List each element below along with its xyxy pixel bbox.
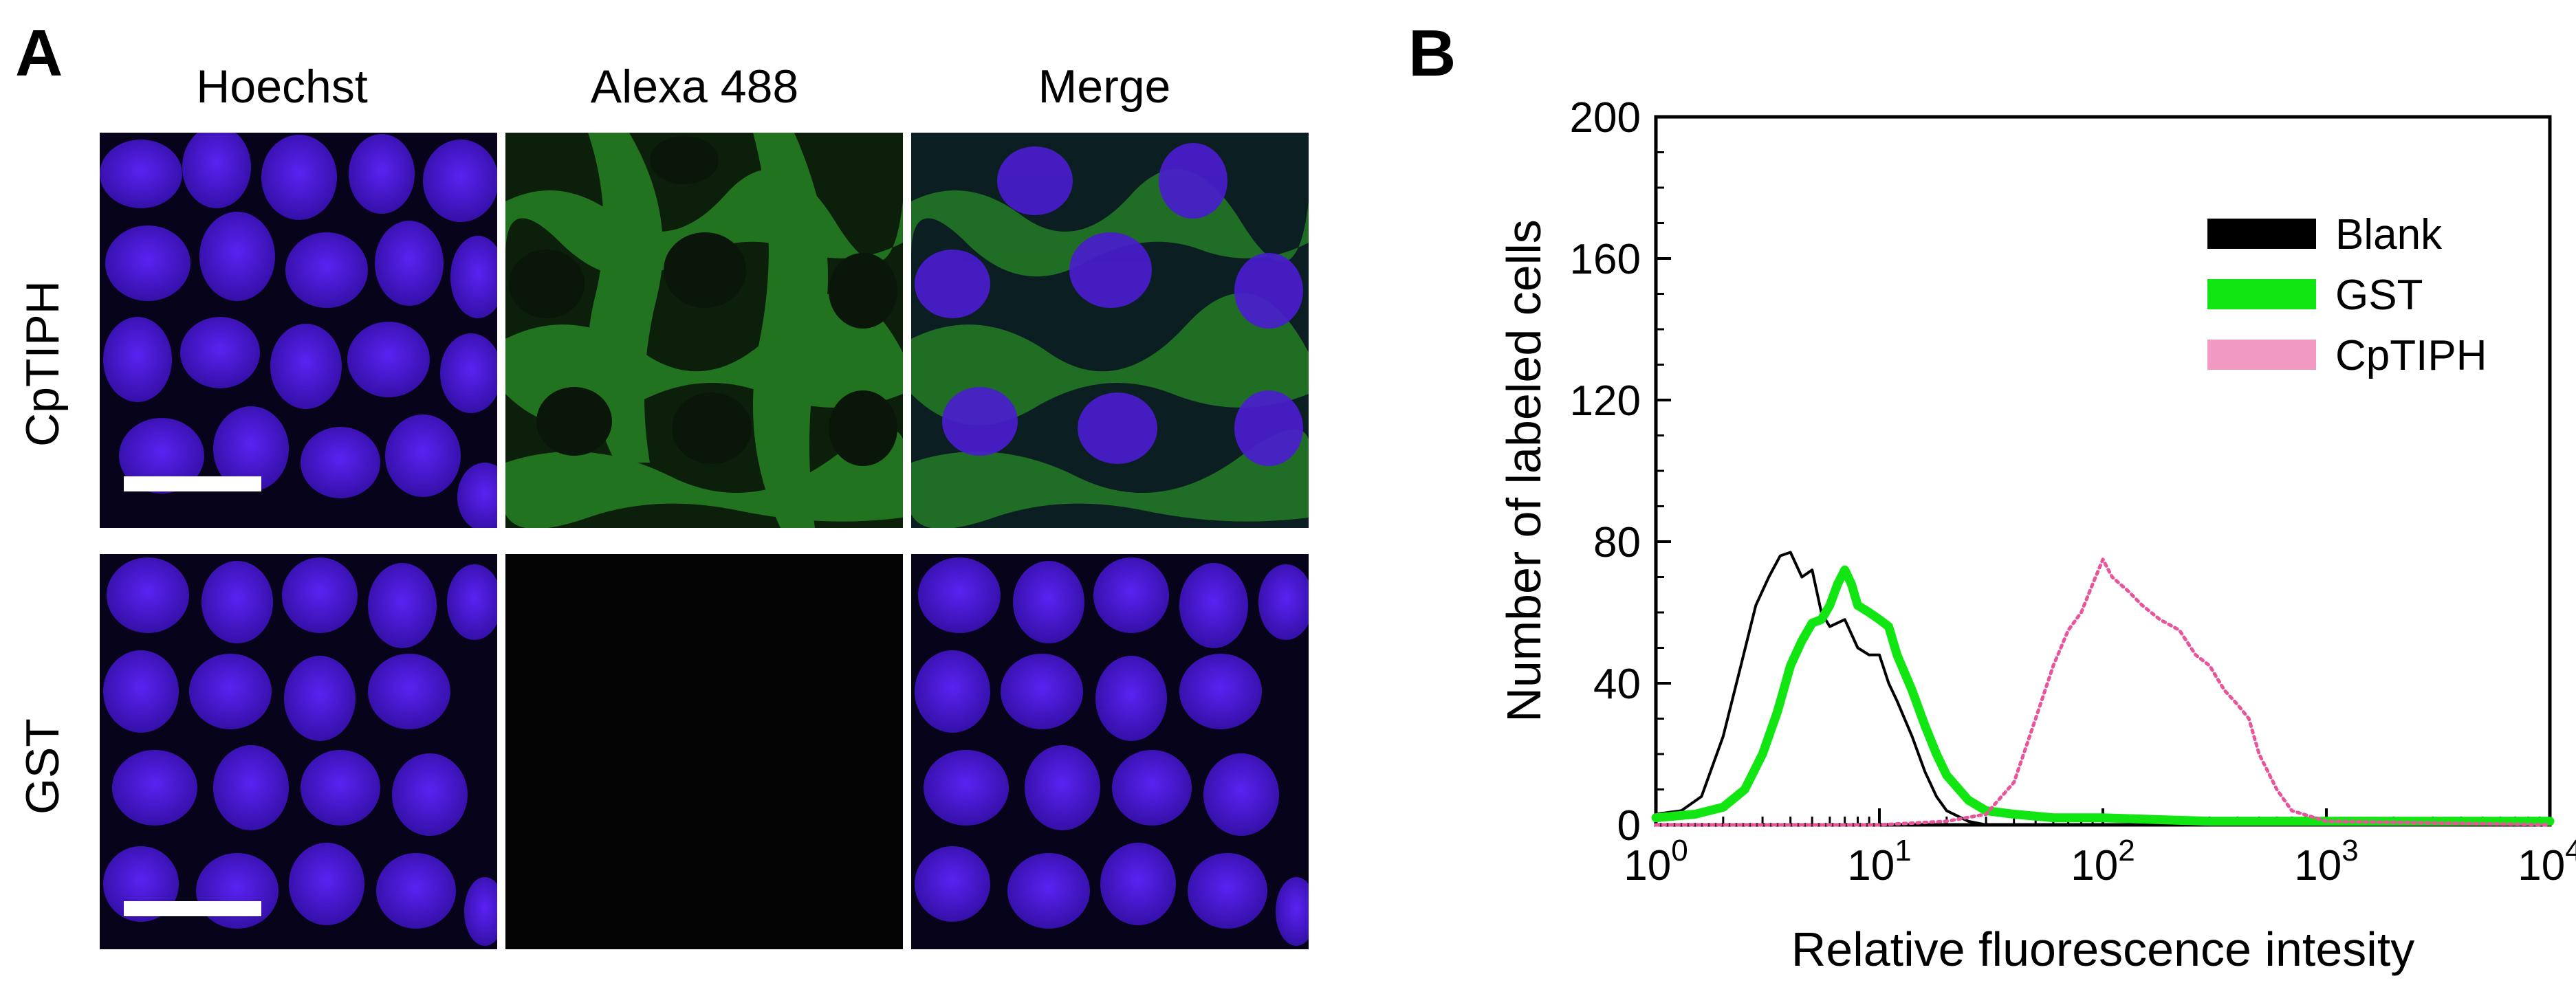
y-axis-label: Number of labeled cells [1497, 219, 1551, 722]
legend-label-cptiph: CpTIPH [2335, 332, 2487, 379]
scale-bar [124, 901, 261, 916]
scale-bar [124, 476, 261, 491]
micrograph-cptiph-hoechst [100, 133, 497, 528]
y-tick-label: 0 [1617, 802, 1641, 850]
x-axis-label: Relative fluorescence intesity [1791, 922, 2415, 976]
series-line-blank [1655, 551, 2551, 826]
legend-swatch-blank [2207, 219, 2316, 249]
y-tick-label: 200 [1570, 94, 1641, 142]
x-tick-label: 100 [1624, 834, 1688, 889]
legend-label-blank: Blank [2335, 211, 2443, 258]
series-line-cptiph [1654, 557, 2552, 827]
series-line-gst [1651, 565, 2555, 826]
micrograph-gst-alexa488 [505, 554, 903, 949]
x-tick-label: 101 [1847, 834, 1911, 889]
histogram-chart: 0 40 80 120 160 200 100 101 102 103 104 Relative fl… [1497, 94, 2576, 976]
legend-swatch-gst [2207, 279, 2316, 309]
micrograph-cptiph-merge [911, 133, 1309, 528]
micrograph-gst-merge [911, 554, 1309, 949]
micrograph-cptiph-alexa488 [505, 133, 903, 528]
column-label-hoechst: Hoechst [196, 60, 368, 113]
column-label-alexa488: Alexa 488 [590, 60, 799, 113]
y-tick-label: 40 [1593, 661, 1641, 708]
row-label-cptiph: CpTIPH [17, 280, 69, 447]
micrograph-gst-hoechst [100, 554, 497, 949]
legend-swatch-cptiph [2207, 340, 2316, 370]
panel-b-letter: B [1408, 16, 1456, 90]
y-tick-label: 80 [1593, 519, 1641, 566]
y-tick-label: 120 [1570, 377, 1641, 425]
row-label-gst: GST [17, 718, 69, 815]
column-label-merge: Merge [1038, 60, 1171, 113]
x-tick-label: 103 [2294, 834, 2358, 889]
x-tick-label: 104 [2518, 834, 2576, 889]
panel-a-letter: A [15, 16, 63, 90]
y-tick-label: 160 [1570, 236, 1641, 283]
x-tick-label: 102 [2071, 834, 2135, 889]
legend-label-gst: GST [2335, 272, 2423, 319]
